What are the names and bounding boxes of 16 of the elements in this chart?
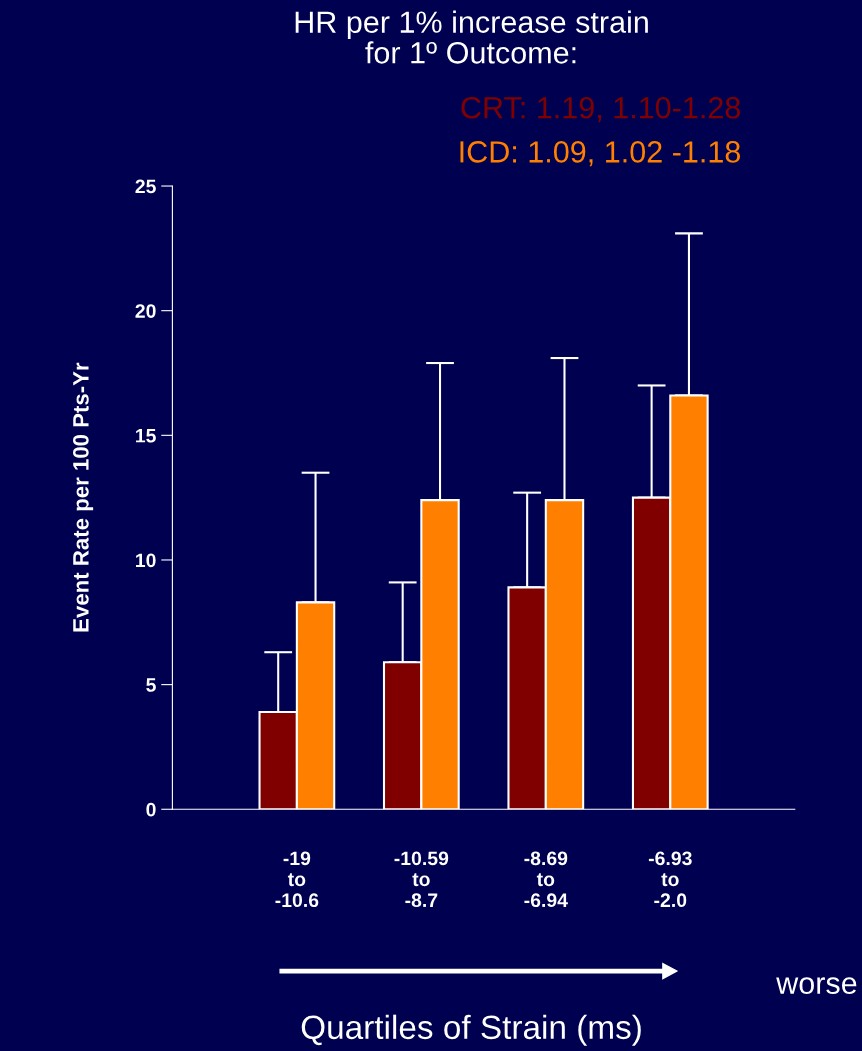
x-tick-label: -19 to -10.6 bbox=[275, 851, 319, 908]
text: worse bbox=[776, 977, 857, 995]
y-tick-label: 10 bbox=[136, 553, 156, 568]
x-axis-title: Quartiles of Strain (ms) bbox=[301, 1014, 641, 1046]
x-tick-label: -6.93 to -2.0 bbox=[648, 851, 692, 908]
text: ICD: 1.09, 1.02 -1.18 bbox=[460, 141, 741, 167]
y-tick-label: 15 bbox=[136, 428, 156, 443]
y-axis-title: Event Rate per 100 Pts-Yr bbox=[73, 362, 94, 632]
y-tick-label: 0 bbox=[146, 802, 156, 817]
y-tick-label: 5 bbox=[146, 678, 156, 692]
chart-title: HR per 1% increase strain for 1º Outcome: bbox=[295, 10, 648, 64]
x-tick-label: -8.69 to -6.94 bbox=[524, 851, 568, 908]
x-tick-label: -10.59 to -8.7 bbox=[394, 851, 449, 908]
text: CRT: 1.19, 1.10-1.28 bbox=[461, 96, 741, 123]
y-tick-label: 20 bbox=[135, 304, 156, 318]
y-tick-label: 25 bbox=[135, 179, 156, 194]
